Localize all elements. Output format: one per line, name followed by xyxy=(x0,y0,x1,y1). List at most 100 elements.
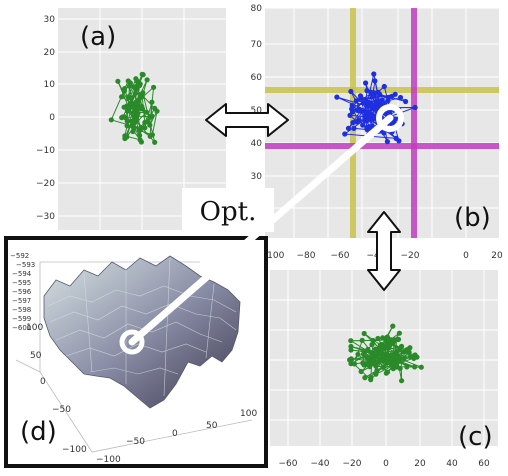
panel-a-trajectory-point xyxy=(137,137,143,143)
panel-b-ytick: 40 xyxy=(251,139,263,149)
panel-c-trajectory-point xyxy=(382,343,388,349)
panel-a-trajectory-point xyxy=(133,117,139,123)
panel-c-trajectory-point xyxy=(418,364,424,370)
panel-a-trajectory-point xyxy=(130,128,136,135)
panel-a-trajectory-point xyxy=(144,118,150,125)
panel-b-trajectory-point xyxy=(348,88,354,95)
panel-b-trajectory-point xyxy=(403,98,409,105)
panel-b-trajectory-point xyxy=(358,95,364,101)
panel-b-trajectory-point xyxy=(351,125,357,131)
panel-a-trajectory-point xyxy=(152,139,158,145)
panel-c-trajectory-point xyxy=(375,359,382,365)
panel-a-trajectory-point xyxy=(115,78,121,84)
panel-b-trajectory-point xyxy=(334,94,340,100)
panel-c-trajectory-point xyxy=(365,346,371,352)
panel-c-trajectory-point xyxy=(384,334,390,340)
panel-d-ztick: −598 xyxy=(12,306,31,314)
panel-c-trajectory-point xyxy=(370,337,376,344)
panel-b-ytick: 60 xyxy=(251,73,263,83)
panel-c-trajectory-point xyxy=(374,367,380,374)
panel-b-trajectory-point xyxy=(397,94,404,101)
panel-a-trajectory-point xyxy=(133,76,139,82)
panel-c-trajectory-point xyxy=(383,354,389,360)
panel-b-trajectory-point xyxy=(385,110,391,116)
panel-c-trajectory-point xyxy=(368,374,374,381)
panel-a-ytick: 0 xyxy=(49,113,55,123)
panel-a-trajectory-point xyxy=(143,109,150,115)
panel-a-trajectory-point xyxy=(108,117,114,123)
panel-c-trajectory-point xyxy=(383,370,389,376)
panel-c-trajectory-point xyxy=(388,356,394,362)
panel-a-trajectory-point xyxy=(149,99,155,105)
panel-c-xtick: −20 xyxy=(343,459,362,469)
panel-c-xtick: 60 xyxy=(478,459,490,469)
panel-d-xtick: 0 xyxy=(172,429,178,439)
panel-c-trajectory-point xyxy=(377,342,383,348)
panel-b-trajectory-point xyxy=(362,96,368,103)
panel-d-optimum-marker xyxy=(119,329,145,355)
panel-a-trajectory-point xyxy=(128,100,134,107)
panel-c-trajectory-point xyxy=(401,355,407,361)
panel-b-ytick: 30 xyxy=(251,172,263,182)
panel-a-trajectory-point xyxy=(135,106,141,112)
panel-b-trajectory-point xyxy=(370,114,377,120)
panel-d-xtick: 100 xyxy=(240,409,257,419)
panel-c-trajectory-point xyxy=(404,364,410,370)
panel-b-trajectory-point xyxy=(345,125,352,131)
panel-d-xtick: 50 xyxy=(206,421,218,431)
panel-a-trajectory-point xyxy=(152,105,158,111)
panel-b-trajectory-point xyxy=(367,101,373,107)
panel-a-trajectory-point xyxy=(122,133,128,139)
panel-c-xtick: 40 xyxy=(446,459,458,469)
panel-a: 30 20 10 0 −10 −20 −30 (a) xyxy=(36,8,226,230)
panel-a-trajectory-point xyxy=(137,132,143,138)
panel-c-trajectory-point xyxy=(396,330,402,336)
panel-a-trajectory-point xyxy=(131,84,137,90)
panel-b-xtick: −20 xyxy=(401,251,420,261)
panel-c-trajectory-point xyxy=(367,364,373,370)
panel-c-trajectory-point xyxy=(348,343,354,350)
panel-c-trajectory-point xyxy=(368,350,374,356)
panel-c-xtick: −40 xyxy=(311,459,330,469)
panel-c-trajectory-point xyxy=(360,360,366,366)
panel-b-optimum-marker xyxy=(376,104,404,132)
panel-b-trajectory-point xyxy=(376,103,382,109)
panel-b-magenta-horizontal-band xyxy=(265,143,499,149)
panel-a-trajectory-point xyxy=(119,115,125,121)
panel-a-trajectory-point xyxy=(119,94,125,100)
panel-b-trajectory-point xyxy=(379,97,385,103)
panel-d-label: (d) xyxy=(20,417,57,447)
panel-b-yellow-horizontal-band xyxy=(265,87,499,93)
panel-d: −592 −593 −594 −595 −596 −597 −598 −599 … xyxy=(4,236,268,468)
panel-c-trajectory-point xyxy=(401,349,407,355)
panel-b-trajectory-point xyxy=(381,83,387,90)
panel-b-trajectory-point xyxy=(363,80,369,86)
panel-d-ytick: 100 xyxy=(26,323,43,333)
panel-c-trajectory-point xyxy=(355,351,361,357)
panel-a-trajectory-point xyxy=(124,123,130,129)
panel-c-trajectory-point xyxy=(388,362,395,368)
panel-b-trajectory-point xyxy=(364,88,370,94)
panel-d-surface-mesh xyxy=(47,257,237,397)
opt-label-box xyxy=(182,188,274,232)
panel-b-ytick: 80 xyxy=(251,4,263,14)
panel-c-trajectory-point xyxy=(412,352,418,358)
panel-c-trajectory-point xyxy=(375,335,381,342)
panel-c: −60 −40 −20 0 20 40 60 (c) xyxy=(270,270,498,469)
panel-b-trajectory-point xyxy=(370,92,376,98)
panel-a-ytick: 30 xyxy=(44,15,56,25)
panel-c-trajectory-point xyxy=(384,360,390,366)
panel-b-label: (b) xyxy=(454,203,491,233)
panel-b-trajectory-point xyxy=(363,110,369,116)
panel-d-xtick: −50 xyxy=(126,437,145,447)
panel-b-magenta-vertical-band xyxy=(411,8,417,238)
panel-b-trajectory-point xyxy=(392,91,398,97)
panel-c-trajectory-point xyxy=(399,378,405,384)
panel-b-trajectory-point xyxy=(364,117,370,123)
panel-a-ytick: 10 xyxy=(44,80,56,90)
panel-d-ztick: −594 xyxy=(12,270,32,278)
panel-a-trajectory-point xyxy=(147,133,153,139)
panel-a-trajectory-point xyxy=(124,105,131,111)
panel-b-xtick: 0 xyxy=(463,251,469,261)
panel-d-ztick: −595 xyxy=(12,279,31,287)
